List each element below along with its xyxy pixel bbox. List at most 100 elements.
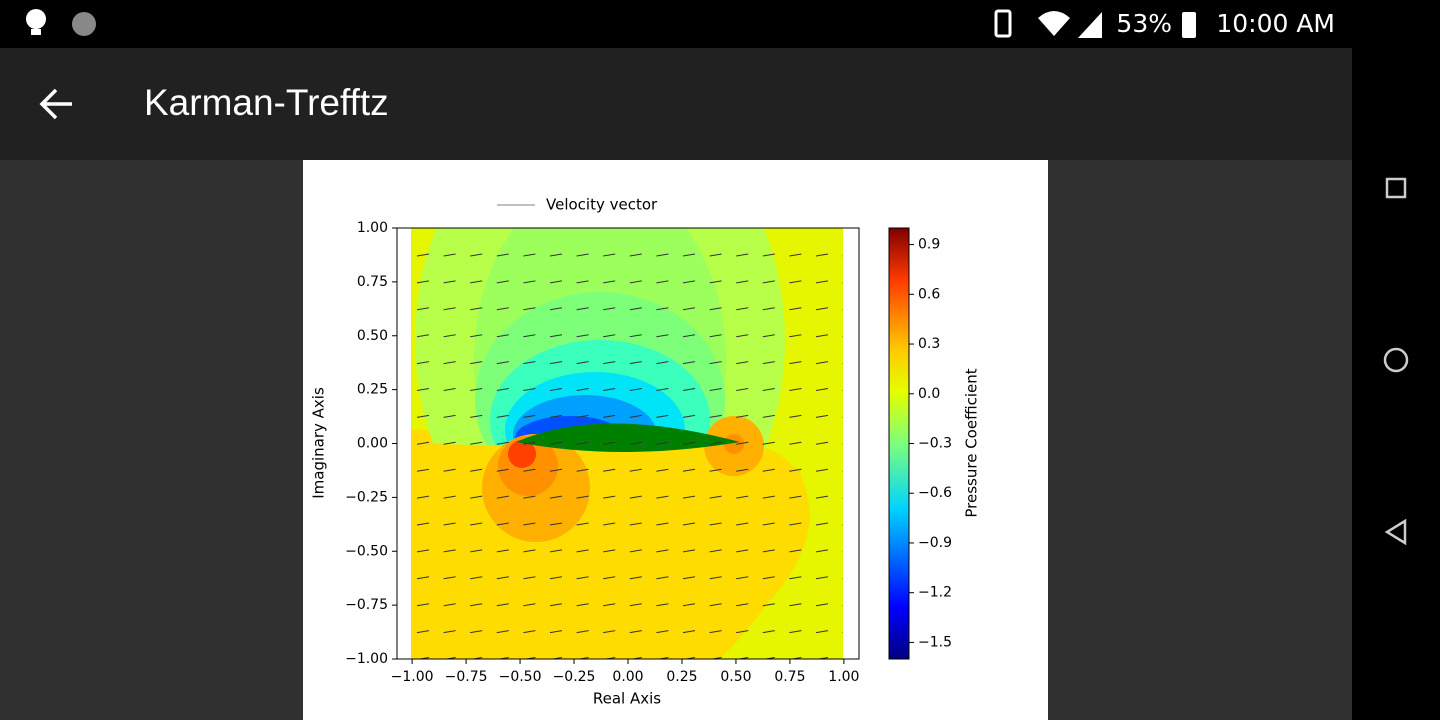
velocity-vector	[656, 253, 669, 257]
velocity-vector	[416, 441, 430, 445]
velocity-vector	[815, 441, 829, 445]
velocity-vector	[443, 603, 456, 607]
velocity-vector	[682, 253, 696, 257]
velocity-vector	[443, 522, 456, 526]
colorbar-tick-label: 0.9	[918, 237, 940, 253]
velocity-vector	[629, 280, 642, 284]
velocity-vector	[523, 603, 536, 607]
velocity-vector	[656, 522, 669, 526]
velocity-vector	[815, 388, 829, 391]
velocity-vector	[416, 414, 430, 418]
legend-label: Velocity vector	[546, 196, 658, 214]
velocity-vector	[736, 576, 749, 580]
velocity-vector	[523, 361, 536, 365]
velocity-vector	[682, 307, 696, 311]
y-tick-label: −1.00	[345, 651, 388, 667]
velocity-vector	[789, 549, 802, 553]
velocity-vector	[416, 576, 430, 580]
velocity-vector	[416, 603, 430, 607]
velocity-vector	[443, 630, 456, 634]
velocity-vector	[443, 495, 456, 499]
back-button[interactable]	[39, 88, 72, 120]
velocity-vector	[789, 253, 802, 257]
velocity-vector	[629, 441, 642, 445]
velocity-vector	[656, 603, 669, 607]
contour-field	[411, 228, 843, 659]
nav-bar	[1352, 0, 1440, 720]
velocity-vector	[709, 630, 722, 634]
velocity-vector	[656, 334, 669, 338]
velocity-vector	[470, 495, 483, 499]
velocity-vector	[656, 280, 669, 284]
velocity-vector	[736, 334, 749, 338]
velocity-vector	[815, 468, 829, 472]
back-nav-button[interactable]	[1384, 518, 1407, 546]
velocity-vector	[549, 549, 563, 553]
velocity-vector	[815, 361, 829, 365]
velocity-vector	[496, 253, 509, 257]
velocity-vector	[682, 388, 696, 391]
velocity-vector	[656, 576, 669, 580]
velocity-vector	[470, 603, 483, 607]
velocity-vector	[549, 495, 563, 499]
velocity-vector	[815, 253, 829, 257]
x-tick-label: 0.75	[774, 669, 805, 685]
velocity-vector	[736, 253, 749, 257]
velocity-vector	[549, 576, 563, 580]
velocity-vector	[762, 603, 775, 607]
colorbar-tick-label: −0.6	[918, 485, 952, 501]
velocity-vector	[682, 414, 696, 418]
velocity-vector	[549, 468, 563, 472]
velocity-vector	[470, 253, 483, 257]
velocity-vector	[549, 522, 563, 526]
velocity-vector	[603, 468, 616, 472]
colorbar-tick-label: 0.6	[918, 286, 940, 302]
velocity-vector	[443, 280, 456, 284]
velocity-vector	[789, 576, 802, 580]
velocity-vector	[470, 522, 483, 526]
velocity-vector	[762, 630, 775, 634]
velocity-vector	[496, 468, 509, 472]
velocity-vector	[709, 468, 722, 472]
velocity-vector	[443, 441, 456, 445]
velocity-vector	[416, 630, 430, 634]
velocity-vector	[682, 495, 696, 499]
velocity-vector	[523, 576, 536, 580]
velocity-vector	[549, 603, 563, 607]
velocity-vector	[762, 495, 775, 499]
velocity-vector	[443, 414, 456, 418]
velocity-vector	[576, 253, 589, 257]
velocity-vector	[789, 414, 802, 418]
velocity-vector	[549, 388, 563, 391]
velocity-vector	[762, 307, 775, 311]
home-button[interactable]	[1383, 347, 1409, 373]
velocity-vector	[682, 549, 696, 553]
velocity-vector	[496, 603, 509, 607]
velocity-vector	[682, 280, 696, 284]
velocity-vector	[789, 280, 802, 284]
recents-button[interactable]	[1385, 177, 1407, 199]
velocity-vector	[656, 549, 669, 553]
velocity-vector	[656, 441, 669, 445]
velocity-vector	[709, 414, 722, 418]
velocity-vector	[576, 361, 589, 365]
velocity-vector	[736, 414, 749, 418]
velocity-vector	[736, 549, 749, 553]
velocity-vector	[523, 307, 536, 311]
status-icons	[26, 9, 1196, 38]
y-tick-label: −0.75	[345, 597, 388, 613]
velocity-vector	[576, 441, 589, 445]
velocity-vector	[736, 468, 749, 472]
velocity-vector	[815, 280, 829, 284]
velocity-vector	[549, 361, 563, 365]
velocity-vector	[443, 307, 456, 311]
velocity-vector	[762, 441, 775, 445]
velocity-vector	[709, 280, 722, 284]
velocity-vector	[629, 414, 642, 418]
velocity-vector	[762, 522, 775, 526]
velocity-vector	[789, 334, 802, 338]
y-tick-label: 0.25	[357, 382, 388, 398]
velocity-vector	[736, 361, 749, 365]
velocity-vector	[629, 576, 642, 580]
